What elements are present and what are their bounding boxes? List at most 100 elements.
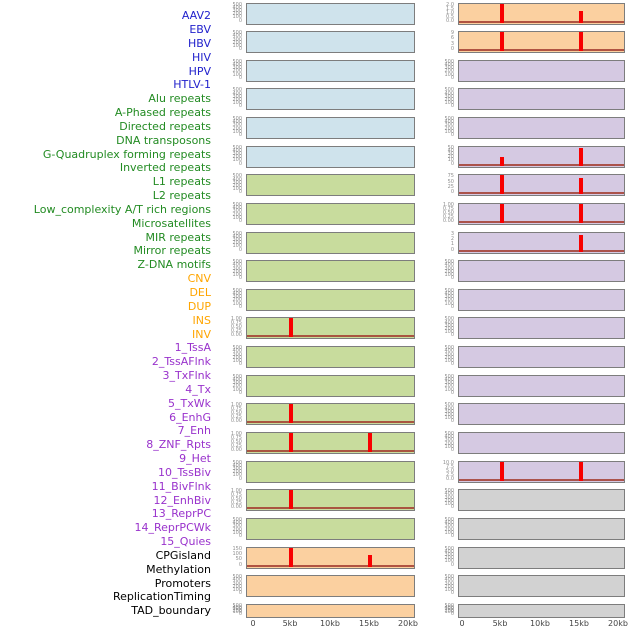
y-tick-label: 0 bbox=[450, 74, 454, 81]
y-tick-label: 100 bbox=[232, 272, 242, 279]
plot-box-right-1 bbox=[458, 2, 625, 25]
y-tick-label: 500 bbox=[232, 259, 242, 266]
track-label-mirror-repeats: Mirror repeats bbox=[133, 244, 212, 258]
y-axis-ticks-left-8: 500 400 300 200 100 0 bbox=[202, 202, 244, 225]
y-tick-label: 500 bbox=[444, 431, 454, 438]
plot-box-left-16 bbox=[246, 432, 415, 455]
y-tick-label: 100 bbox=[232, 529, 242, 536]
y-tick-label: 300 bbox=[232, 466, 242, 473]
y-tick-label: 2.5 bbox=[446, 471, 454, 478]
plot-box-left-21 bbox=[246, 575, 415, 598]
y-tick-label: 1.0 bbox=[446, 9, 454, 16]
y-tick-label: 0.00 bbox=[442, 217, 454, 224]
y-tick-label: 0 bbox=[450, 361, 454, 368]
plot-box-right-8 bbox=[458, 202, 625, 225]
baseline-line bbox=[247, 564, 414, 567]
plot-box-left-12 bbox=[246, 317, 415, 340]
plot-box-left-9 bbox=[246, 231, 415, 254]
y-tick-label: 0 bbox=[450, 189, 454, 196]
spike-bar-15kb bbox=[578, 178, 583, 195]
y-tick-label: 0 bbox=[238, 475, 242, 482]
y-tick-label: 200 bbox=[232, 526, 242, 533]
y-tick-label: 0 bbox=[450, 332, 454, 339]
y-tick-label: 100 bbox=[232, 14, 242, 21]
y-tick-label: 0.25 bbox=[230, 414, 242, 421]
y-axis-ticks-right-16: 500 400 300 200 100 0 bbox=[414, 432, 456, 454]
y-tick-label: 200 bbox=[232, 469, 242, 476]
plot-box-left-13 bbox=[246, 346, 415, 369]
plot-box-left-3 bbox=[246, 59, 415, 82]
y-tick-label: 200 bbox=[232, 297, 242, 304]
y-tick-label: 100 bbox=[444, 329, 454, 336]
baseline-line bbox=[459, 249, 624, 252]
y-tick-label: 5.0 bbox=[446, 467, 454, 474]
y-tick-label: 400 bbox=[444, 548, 454, 555]
y-tick-label: 400 bbox=[232, 520, 242, 527]
y-tick-label: 0.00 bbox=[230, 447, 242, 454]
y-tick-label: 100 bbox=[232, 550, 242, 557]
y-tick-label: 50 bbox=[447, 144, 454, 151]
y-tick-label: 300 bbox=[444, 265, 454, 272]
y-tick-label: 500 bbox=[444, 345, 454, 352]
y-tick-label: 1.00 bbox=[230, 402, 242, 409]
y-tick-label: 2.0 bbox=[446, 1, 454, 8]
plot-box-right-5 bbox=[458, 117, 625, 140]
y-tick-label: 400 bbox=[232, 205, 242, 212]
y-tick-label: 200 bbox=[444, 268, 454, 275]
y-axis-ticks-left-1: 500 400 300 200 100 0 bbox=[202, 2, 244, 25]
y-tick-label: 0.75 bbox=[230, 320, 242, 327]
y-axis-ticks-left-12: 1.00 0.75 0.50 0.25 0.00 bbox=[202, 317, 244, 339]
y-tick-label: 200 bbox=[444, 583, 454, 590]
y-axis-ticks-right-19: 500 400 300 200 100 0 bbox=[414, 516, 456, 540]
track-label-dna-transposons: DNA transposons bbox=[116, 133, 211, 147]
y-tick-label: 100 bbox=[232, 357, 242, 364]
y-tick-label: 100 bbox=[232, 300, 242, 307]
y-tick-label: 1.00 bbox=[230, 316, 242, 323]
y-tick-label: 100 bbox=[232, 587, 242, 594]
y-tick-label: 400 bbox=[444, 348, 454, 355]
y-tick-label: 500 bbox=[444, 488, 454, 495]
y-tick-label: 0.75 bbox=[442, 205, 454, 212]
y-tick-label: 300 bbox=[444, 551, 454, 558]
y-tick-label: 40 bbox=[447, 147, 454, 154]
y-tick-label: 400 bbox=[232, 147, 242, 154]
track-label-replicationtiming: ReplicationTiming bbox=[112, 590, 211, 604]
y-tick-label: 100 bbox=[444, 71, 454, 78]
y-tick-label: 0 bbox=[238, 160, 242, 167]
y-tick-label: 100 bbox=[444, 100, 454, 107]
y-tick-label: 200 bbox=[444, 607, 454, 614]
y-tick-label: 300 bbox=[232, 93, 242, 100]
y-tick-label: 0 bbox=[450, 103, 454, 110]
y-tick-label: 400 bbox=[444, 319, 454, 326]
y-tick-label: 100 bbox=[444, 501, 454, 508]
y-tick-label: 0 bbox=[238, 611, 242, 617]
track-label-1-tssa: 1_TssA bbox=[174, 341, 211, 355]
track-label-8-znf-rpts: 8_ZNF_Rpts bbox=[146, 438, 211, 452]
y-tick-label: 100 bbox=[444, 587, 454, 594]
track-label-6-enhg: 6_EnhG bbox=[169, 410, 211, 424]
y-axis-ticks-left-22: 500 400 300 200 100 0 bbox=[202, 604, 244, 618]
y-tick-label: 400 bbox=[444, 434, 454, 441]
y-tick-label: 100 bbox=[232, 472, 242, 479]
y-axis-ticks-left-17: 500 400 300 200 100 0 bbox=[202, 460, 244, 483]
y-tick-label: 400 bbox=[232, 119, 242, 126]
track-label-l2-repeats: L2 repeats bbox=[152, 189, 211, 203]
y-axis-ticks-left-3: 500 400 300 200 100 0 bbox=[202, 59, 244, 82]
y-tick-label: 0.25 bbox=[442, 213, 454, 220]
plot-box-left-18 bbox=[246, 489, 415, 512]
y-tick-label: 200 bbox=[444, 97, 454, 103]
y-tick-label: 0.25 bbox=[230, 443, 242, 450]
y-tick-label: 1.5 bbox=[446, 5, 454, 12]
y-tick-label: 100 bbox=[444, 415, 454, 422]
y-tick-label: 200 bbox=[232, 11, 242, 18]
y-tick-label: 500 bbox=[444, 516, 454, 523]
y-tick-label: 100 bbox=[232, 214, 242, 221]
plot-box-right-6 bbox=[458, 145, 625, 168]
track-label-directed-repeats: Directed repeats bbox=[119, 119, 211, 133]
y-tick-label: 300 bbox=[232, 151, 242, 158]
y-tick-label: 0 bbox=[238, 389, 242, 396]
plot-box-right-21 bbox=[458, 575, 625, 598]
y-axis-ticks-left-4: 500 400 300 200 100 0 bbox=[202, 88, 244, 110]
y-tick-label: 0.00 bbox=[230, 332, 242, 339]
track-label-ins: INS bbox=[192, 313, 211, 327]
